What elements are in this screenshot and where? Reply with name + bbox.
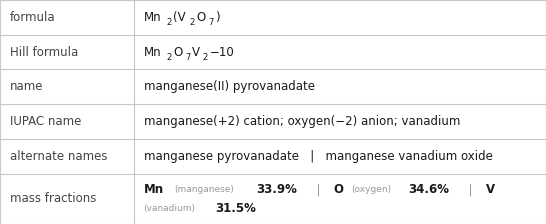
Text: Mn: Mn bbox=[144, 183, 164, 196]
Text: |: | bbox=[461, 183, 480, 196]
Text: 2: 2 bbox=[167, 52, 171, 62]
Text: formula: formula bbox=[10, 11, 56, 24]
Text: O: O bbox=[334, 183, 344, 196]
Text: 33.9%: 33.9% bbox=[257, 183, 298, 196]
Text: 2: 2 bbox=[203, 52, 208, 62]
Text: 2: 2 bbox=[167, 18, 171, 27]
Text: ): ) bbox=[215, 11, 220, 24]
Text: V: V bbox=[192, 45, 200, 59]
Text: Hill formula: Hill formula bbox=[10, 45, 78, 59]
Text: manganese(II) pyrovanadate: manganese(II) pyrovanadate bbox=[144, 80, 314, 93]
Text: alternate names: alternate names bbox=[10, 150, 108, 163]
Text: (vanadium): (vanadium) bbox=[144, 204, 195, 213]
Text: manganese pyrovanadate   |   manganese vanadium oxide: manganese pyrovanadate | manganese vanad… bbox=[144, 150, 492, 163]
Text: (manganese): (manganese) bbox=[174, 185, 234, 194]
Text: IUPAC name: IUPAC name bbox=[10, 115, 81, 128]
Text: |: | bbox=[309, 183, 328, 196]
Text: mass fractions: mass fractions bbox=[10, 192, 96, 205]
Text: name: name bbox=[10, 80, 43, 93]
Text: 7: 7 bbox=[209, 18, 214, 27]
Text: Mn: Mn bbox=[144, 45, 161, 59]
Text: 7: 7 bbox=[185, 52, 191, 62]
Text: (V: (V bbox=[173, 11, 186, 24]
Text: (oxygen): (oxygen) bbox=[352, 185, 391, 194]
Text: 34.6%: 34.6% bbox=[408, 183, 449, 196]
Text: 2: 2 bbox=[189, 18, 195, 27]
Text: V: V bbox=[485, 183, 495, 196]
Text: O: O bbox=[173, 45, 182, 59]
Text: Mn: Mn bbox=[144, 11, 161, 24]
Text: −10: −10 bbox=[210, 45, 234, 59]
Text: O: O bbox=[197, 11, 206, 24]
Text: manganese(+2) cation; oxygen(−2) anion; vanadium: manganese(+2) cation; oxygen(−2) anion; … bbox=[144, 115, 460, 128]
Text: 31.5%: 31.5% bbox=[216, 202, 257, 215]
